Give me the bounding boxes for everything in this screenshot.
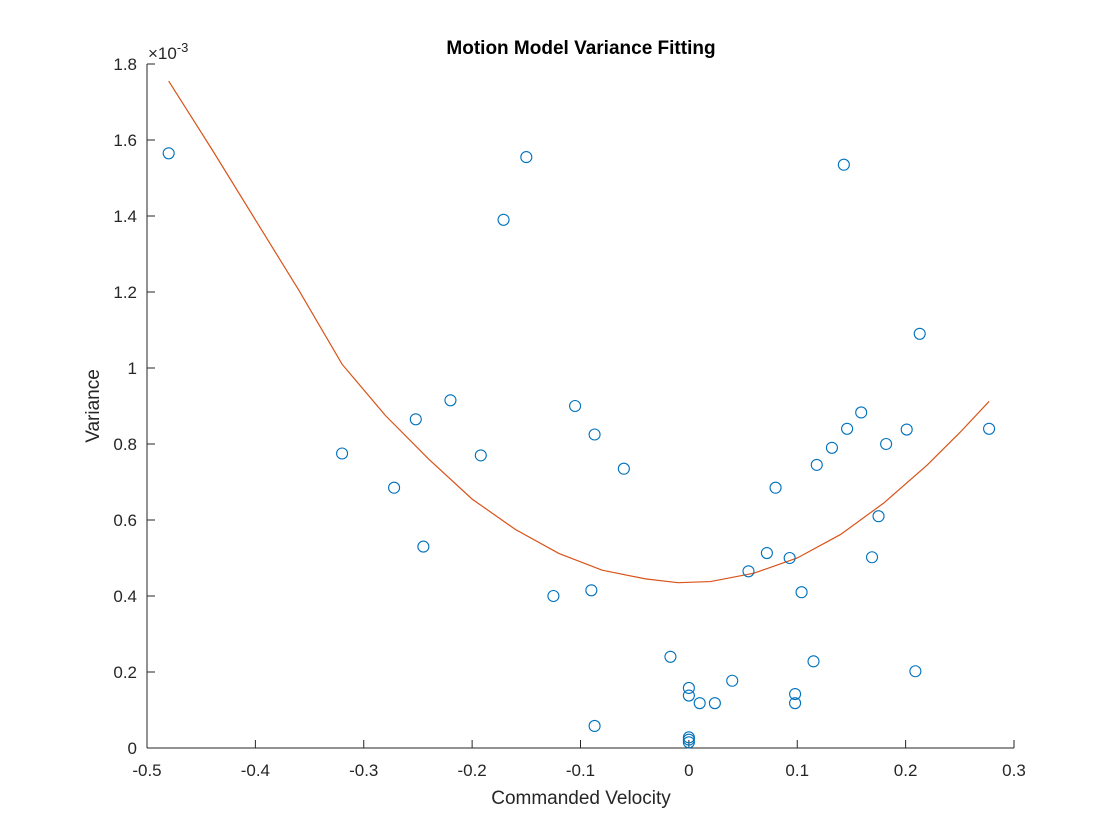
- data-point: [789, 697, 802, 710]
- data-point: [983, 422, 996, 435]
- data-point: [807, 655, 820, 668]
- x-axis-ticks: -0.5 -0.4 -0.3 -0.2 -0.1 0 0.1 0.2 0.3: [132, 740, 1026, 780]
- y-axis-exponent: ×10-3: [148, 40, 188, 63]
- y-tick-label: 0.2: [113, 663, 137, 682]
- y-axis-label: Variance: [83, 369, 104, 443]
- chart-title: Motion Model Variance Fitting: [446, 38, 715, 59]
- data-point: [585, 584, 598, 597]
- data-point: [682, 736, 695, 749]
- data-point: [520, 151, 533, 164]
- data-point: [855, 406, 868, 419]
- data-point: [913, 327, 926, 340]
- y-tick-label: 0: [128, 739, 137, 758]
- data-point: [336, 447, 349, 460]
- x-tick-label: -0.1: [566, 761, 595, 780]
- y-tick-label: 0.8: [113, 435, 137, 454]
- data-point: [900, 423, 913, 436]
- data-point: [872, 510, 885, 523]
- y-tick-label: 0.4: [113, 587, 137, 606]
- data-point: [617, 462, 630, 475]
- data-point: [444, 394, 457, 407]
- data-point: [880, 437, 893, 451]
- data-point: [865, 551, 879, 564]
- data-point: [664, 650, 677, 663]
- x-tick-label: 0.2: [894, 761, 918, 780]
- fit-line-group: [168, 80, 990, 584]
- y-axis-exponent-label: ×10-3: [148, 40, 188, 63]
- data-point: [708, 697, 721, 710]
- y-axis-ticks: 0 0.2 0.4 0.6 0.8 1 1.2 1.4 1.6 1.8: [113, 55, 155, 758]
- data-point: [769, 481, 782, 494]
- scatter-points: [162, 147, 996, 749]
- x-tick-label: -0.3: [349, 761, 378, 780]
- data-point: [569, 399, 582, 413]
- data-point: [837, 158, 850, 171]
- data-point: [909, 665, 922, 678]
- x-tick-label: 0.3: [1002, 761, 1026, 780]
- data-point: [162, 147, 175, 160]
- data-point: [588, 428, 601, 441]
- data-point: [726, 674, 739, 687]
- y-tick-label: 1.6: [113, 131, 137, 150]
- y-tick-label: 0.6: [113, 511, 137, 530]
- x-tick-label: 0: [684, 761, 693, 780]
- data-point: [682, 733, 695, 746]
- x-tick-label: -0.4: [241, 761, 270, 780]
- y-axis-exponent-power: -3: [177, 40, 189, 55]
- y-tick-label: 1: [128, 359, 137, 378]
- y-tick-label: 1.8: [113, 55, 137, 74]
- x-tick-label: -0.2: [457, 761, 486, 780]
- x-tick-label: -0.5: [132, 761, 161, 780]
- fit-line: [168, 80, 990, 584]
- data-point: [682, 689, 695, 702]
- data-point: [693, 697, 706, 710]
- data-point: [588, 719, 601, 733]
- data-point: [841, 422, 854, 435]
- data-point: [547, 589, 560, 603]
- data-point: [742, 565, 755, 578]
- data-point: [388, 481, 401, 494]
- data-point: [783, 551, 796, 565]
- y-tick-label: 1.4: [113, 207, 137, 226]
- data-point: [825, 441, 838, 454]
- data-point: [760, 547, 773, 560]
- data-point: [810, 458, 823, 471]
- data-point: [474, 449, 487, 462]
- y-tick-label: 1.2: [113, 283, 137, 302]
- data-point: [789, 687, 802, 701]
- data-point: [682, 681, 695, 695]
- x-tick-label: 0.1: [785, 761, 809, 780]
- y-axis-exponent-base: ×10: [148, 44, 177, 63]
- plot-area: -0.5 -0.4 -0.3 -0.2 -0.1 0 0.1 0.2 0.3 0 0.2 0.4 0.…: [113, 55, 1025, 780]
- data-point: [417, 540, 430, 553]
- data-point: [409, 413, 422, 426]
- data-point: [795, 586, 808, 599]
- x-axis-label: Commanded Velocity: [491, 788, 671, 809]
- data-point: [497, 213, 510, 226]
